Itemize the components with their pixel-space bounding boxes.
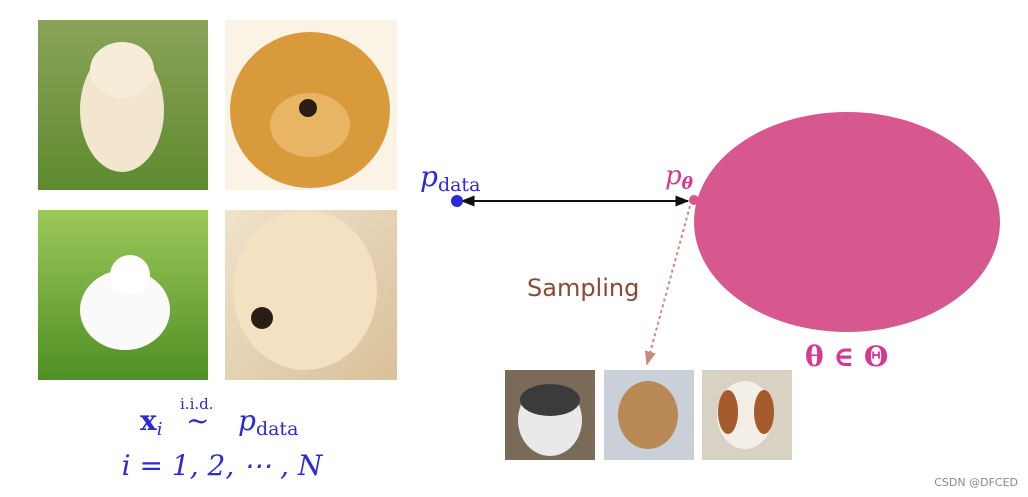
symbol: p (665, 161, 682, 191)
photo (38, 210, 208, 380)
index-range: i = 1, 2, ⋯ , N (122, 449, 324, 482)
relation: ~ (186, 404, 209, 437)
photo (604, 370, 694, 460)
subscript: θ (682, 174, 694, 194)
symbol: p (420, 160, 438, 193)
p-theta-label: pθ (665, 161, 694, 194)
model-point (689, 195, 699, 205)
sampling-formula: xi ~ pdata (140, 404, 298, 440)
param-space-label: θ ∈ Θ (805, 340, 888, 373)
photo (505, 370, 595, 460)
subscript: data (256, 418, 298, 440)
photo (225, 210, 397, 380)
p-data-label: pdata (420, 160, 480, 196)
symbol: p (238, 404, 256, 437)
symbol: x (140, 404, 157, 437)
watermark: CSDN @DFCED (934, 476, 1018, 489)
model-family (694, 112, 1000, 332)
photo (702, 370, 792, 460)
data-point (451, 195, 463, 207)
sampling-label: Sampling (527, 274, 639, 302)
photo (225, 20, 397, 190)
photo (38, 20, 208, 190)
subscript: i (157, 419, 163, 440)
sampling-arrow (644, 205, 691, 366)
iid-label: i.i.d. (180, 395, 214, 413)
subscript: data (438, 174, 480, 196)
